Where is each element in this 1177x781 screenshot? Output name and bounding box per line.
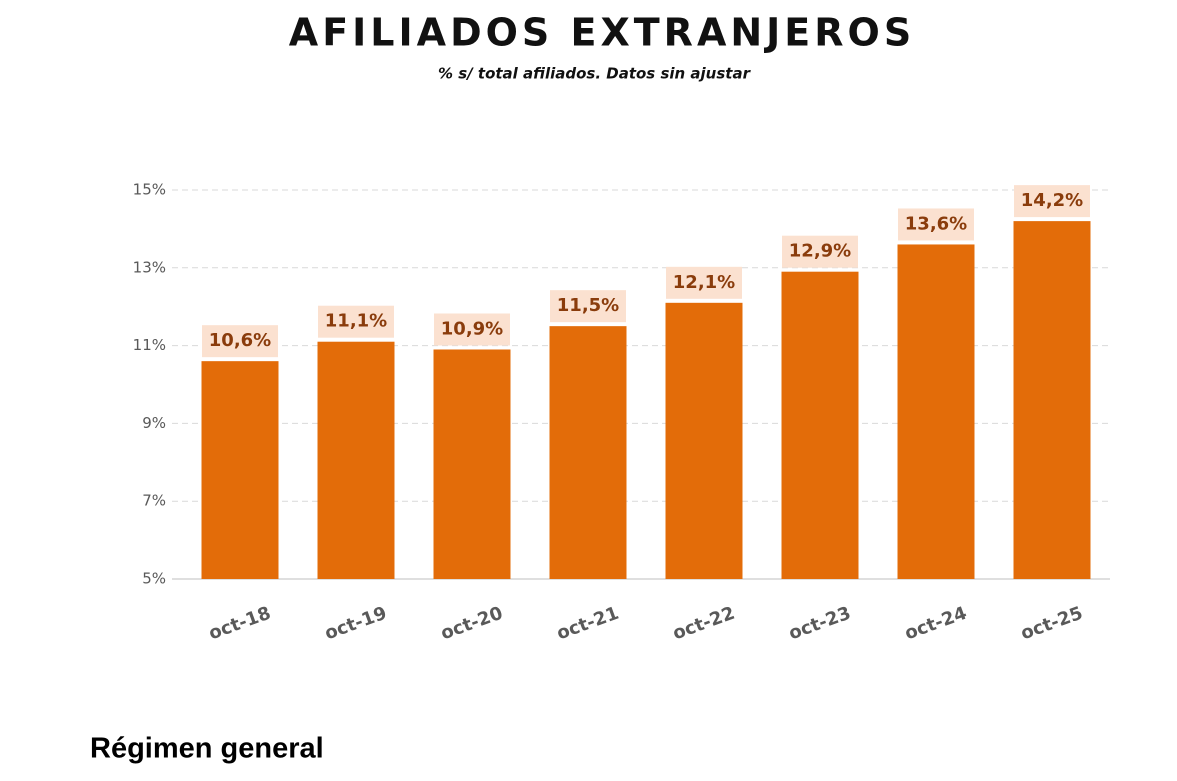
x-tick-label: oct-22: [670, 603, 737, 645]
value-label-bg: [666, 266, 742, 299]
value-label: 10,6%: [209, 330, 271, 351]
value-label: 11,1%: [325, 311, 387, 332]
y-tick-label: 9%: [142, 414, 166, 432]
y-tick-label: 11%: [133, 336, 166, 354]
bar: [201, 361, 279, 579]
chart-subtitle: % s/ total afiliados. Datos sin ajustar: [438, 65, 752, 83]
value-label-bg: [1014, 185, 1090, 218]
value-label: 10,9%: [441, 318, 503, 339]
chart-title: AFILIADOS EXTRANJEROS: [289, 11, 915, 55]
y-tick-label: 13%: [133, 258, 166, 276]
value-label: 14,2%: [1021, 190, 1083, 211]
bar: [665, 302, 743, 579]
x-tick-label: oct-21: [554, 603, 621, 645]
value-label-bg: [782, 235, 858, 268]
value-label-bg: [898, 208, 974, 241]
value-label-bg: [318, 305, 394, 338]
x-tick-label: oct-25: [1018, 603, 1085, 645]
value-label: 12,1%: [673, 272, 735, 293]
value-label-bg: [202, 325, 278, 358]
x-tick-label: oct-19: [322, 603, 389, 645]
bar: [897, 244, 975, 579]
bar: [1013, 221, 1091, 579]
value-label: 13,6%: [905, 213, 967, 234]
y-tick-label: 7%: [142, 492, 166, 510]
bar: [433, 349, 511, 579]
section-heading: Régimen general: [90, 733, 324, 765]
y-tick-label: 15%: [133, 181, 166, 199]
bar: [781, 271, 859, 579]
value-label: 12,9%: [789, 241, 851, 262]
x-tick-label: oct-20: [438, 603, 505, 645]
bar: [549, 326, 627, 579]
value-label-bg: [550, 290, 626, 323]
x-tick-label: oct-24: [902, 603, 969, 645]
x-tick-label: oct-18: [206, 603, 273, 645]
y-tick-label: 5%: [142, 570, 166, 588]
value-label-bg: [434, 313, 510, 346]
x-tick-label: oct-23: [786, 603, 853, 645]
bar: [317, 341, 395, 579]
value-label: 11,5%: [557, 295, 619, 316]
